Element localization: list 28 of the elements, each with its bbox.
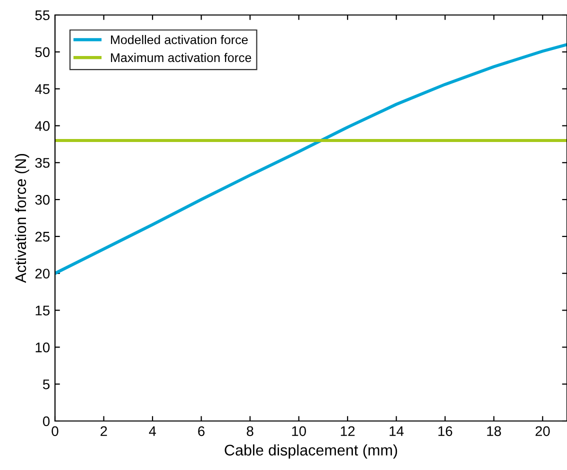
x-tick-label: 2 (100, 426, 107, 436)
y-tick-label: 25 (35, 232, 50, 242)
x-axis-title: Cable displacement (mm) (224, 444, 398, 459)
x-tick-label: 20 (536, 426, 550, 436)
x-tick-label: 8 (246, 426, 254, 436)
x-tick-label: 16 (438, 426, 452, 436)
x-tick-label: 6 (198, 426, 205, 436)
y-tick-label: 30 (35, 194, 50, 205)
legend-label: Modelled activation force (111, 35, 248, 44)
y-tick-label: 45 (35, 84, 50, 94)
line-series (55, 42, 567, 275)
y-tick-label: 40 (35, 121, 50, 131)
y-tick-label: 5 (42, 380, 50, 390)
y-tick-label: 15 (36, 306, 50, 316)
y-tick-label: 50 (35, 47, 50, 58)
x-tick-label: 10 (292, 426, 306, 436)
y-axis-title: Activation force (N) (14, 154, 30, 283)
x-tick-label: 12 (340, 426, 355, 436)
legend-label: Maximum activation force (111, 52, 252, 62)
y-tick-label: 0 (42, 416, 50, 426)
y-tick-label: 55 (35, 10, 50, 20)
y-tick-label: 20 (35, 268, 50, 279)
y-tick-label: 35 (35, 158, 50, 168)
x-tick-label: 0 (52, 426, 58, 436)
y-tick-label: 10 (36, 342, 50, 352)
x-tick-label: 14 (390, 426, 404, 436)
x-tick-label: 4 (148, 426, 156, 436)
x-tick-label: 18 (487, 426, 501, 436)
